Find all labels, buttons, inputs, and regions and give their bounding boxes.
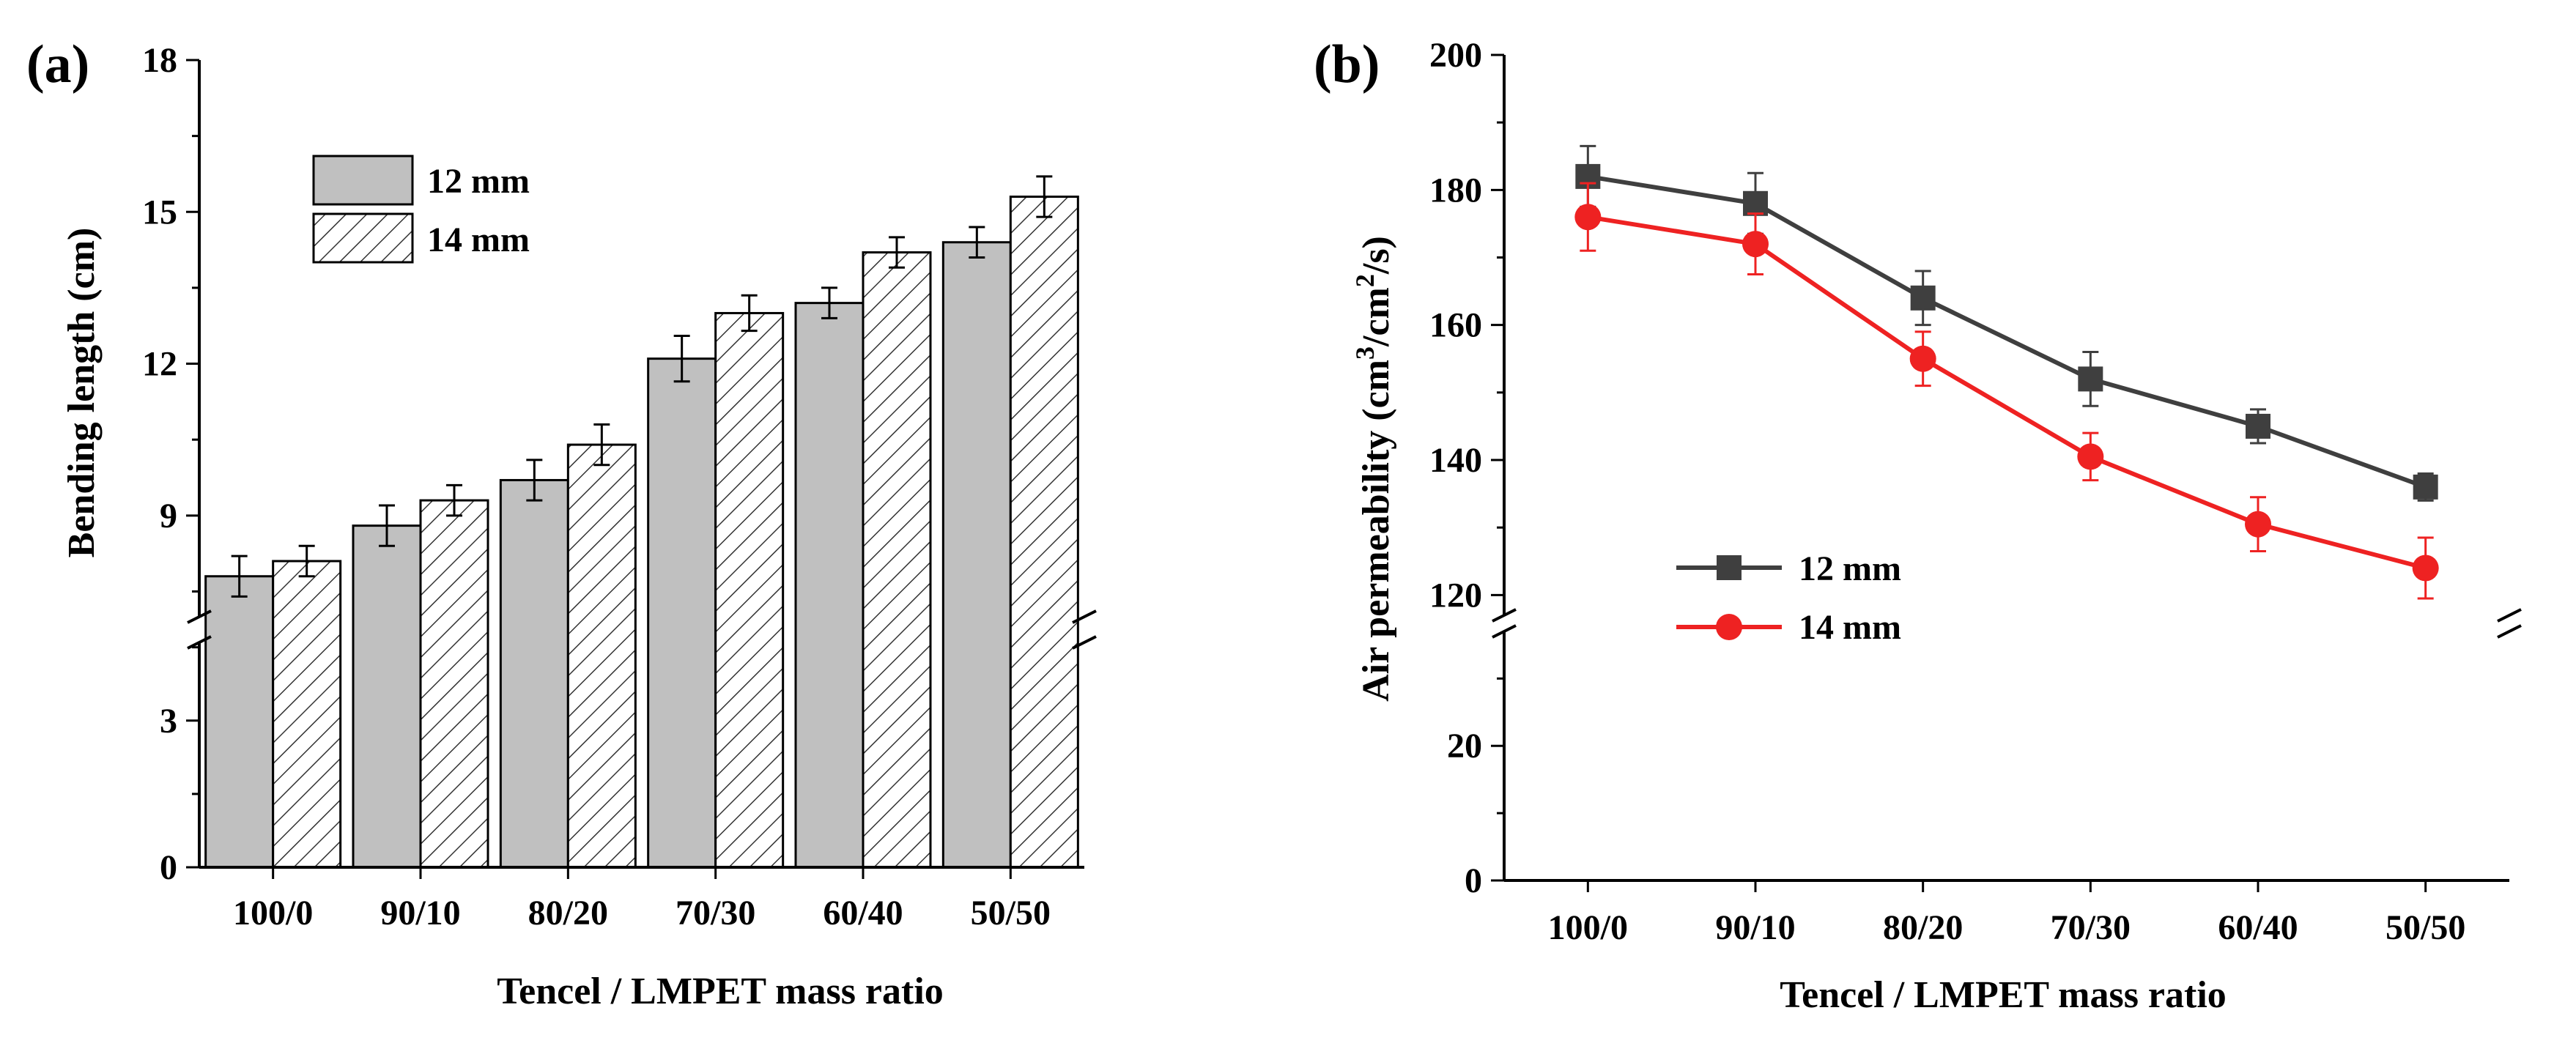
panel-a-bar-chart: (a) 100/0 90/10 80/20 70/30 60/40 50/50039121…	[26, 34, 1097, 1012]
series-line-12-mm	[1587, 174, 2427, 489]
point-14-mm-50-50	[2412, 554, 2439, 582]
y-tick-label-b-160: 160	[1429, 306, 1482, 345]
legend-label-14mm-bar: 14 mm	[427, 220, 530, 259]
point-12-mm-70-30	[2078, 366, 2103, 392]
x-tick-label-b-90-10: 90/10	[1715, 908, 1795, 947]
y-tick-label-b-120: 120	[1429, 576, 1482, 615]
y-tick-label-b-0: 0	[1465, 861, 1482, 900]
axis-break-b-right-bottom	[2497, 624, 2522, 639]
bar-12-mm-60-40	[794, 302, 865, 869]
legend-swatch-12mm-bar	[312, 155, 414, 206]
bar-12-mm-90-10	[352, 524, 422, 869]
panel-a-axes	[187, 60, 1097, 869]
legend-label-12mm-line: 12 mm	[1799, 549, 1901, 588]
panel-b-series	[1574, 144, 2439, 600]
legend-marker-square-12mm	[1717, 555, 1742, 580]
axis-break-b-left-top	[1492, 608, 1517, 623]
x-tick-label-a-100-0: 100/0	[233, 894, 313, 932]
point-14-mm-100-0	[1574, 204, 1602, 231]
y-tick-label-a-15: 15	[142, 193, 177, 231]
x-tick-label-b-100-0: 100/0	[1548, 908, 1628, 947]
point-12-mm-50-50	[2413, 474, 2438, 500]
axis-break-a-left-bottom	[187, 635, 212, 650]
panel-a-bars	[204, 175, 1079, 869]
bar-14-mm-80-20	[566, 443, 637, 869]
legend-label-12mm-bar: 12 mm	[427, 162, 530, 201]
y-tick-label-a-3: 3	[160, 702, 177, 741]
legend-label-14mm-line: 14 mm	[1799, 608, 1901, 647]
point-14-mm-90-10	[1742, 231, 1769, 258]
panel-b-x-axis-title: Tencel / LMPET mass ratio	[1780, 974, 2227, 1016]
x-tick-label-b-50-50: 50/50	[2386, 908, 2465, 947]
legend-swatch-14mm-bar	[312, 212, 414, 264]
x-tick-label-b-70-30: 70/30	[2051, 908, 2131, 947]
panel-a-y-axis-title: Bending length (cm)	[61, 228, 103, 558]
legend-marker-circle-14mm	[1716, 614, 1742, 640]
y-tick-label-b-200: 200	[1429, 36, 1482, 75]
panel-b-label: (b)	[1314, 34, 1380, 94]
panel-b-y-axis-title: Air permeability (cm3/cm2/s)	[1350, 236, 1397, 702]
x-tick-label-a-60-40: 60/40	[823, 894, 903, 932]
point-14-mm-60-40	[2245, 511, 2271, 538]
panel-b-line-chart: (b) 0 20 120 140 160 180 200 100/0 90/10 80/20 70/…	[1314, 34, 2522, 1016]
panel-b-axes	[1492, 55, 2522, 882]
x-tick-label-b-80-20: 80/20	[1883, 908, 1963, 947]
point-14-mm-70-30	[2077, 443, 2104, 470]
bar-14-mm-90-10	[419, 499, 489, 869]
y-tick-label-a-12: 12	[142, 345, 177, 384]
series-line-14-mm	[1587, 215, 2427, 571]
y-tick-label-b-140: 140	[1429, 441, 1482, 480]
point-14-mm-80-20	[1909, 345, 1936, 372]
axis-break-b-right-top	[2497, 608, 2522, 623]
axis-break-a-right-bottom	[1072, 635, 1097, 650]
bar-14-mm-50-50	[1009, 196, 1079, 869]
panel-a-x-axis-title: Tencel / LMPET mass ratio	[497, 971, 944, 1012]
panel-b-legend: 12 mm 14 mm	[1676, 549, 1901, 647]
axis-break-a-right-top	[1072, 609, 1097, 624]
bar-12-mm-50-50	[941, 241, 1012, 869]
bar-12-mm-80-20	[499, 478, 569, 869]
axis-break-a-left-top	[187, 609, 212, 624]
x-tick-label-a-70-30: 70/30	[676, 894, 755, 932]
panel-a-legend: 12 mm 14 mm	[312, 155, 530, 264]
y-tick-label-a-9: 9	[160, 497, 177, 535]
y-tick-label-b-180: 180	[1429, 171, 1482, 209]
x-tick-label-a-50-50: 50/50	[971, 894, 1051, 932]
point-12-mm-90-10	[1743, 190, 1768, 216]
bar-12-mm-70-30	[647, 357, 717, 869]
bar-12-mm-100-0	[204, 575, 275, 869]
point-12-mm-80-20	[1910, 285, 1936, 311]
x-tick-label-a-90-10: 90/10	[380, 894, 460, 932]
panel-a-label: (a)	[26, 34, 89, 94]
x-tick-label-b-60-40: 60/40	[2218, 908, 2298, 947]
axis-break-b-left-bottom	[1492, 624, 1517, 639]
y-tick-label-a-18: 18	[142, 41, 177, 80]
bar-14-mm-70-30	[714, 311, 785, 869]
panel-a-ticks: 100/0 90/10 80/20 70/30 60/40 50/50 0 3 9 12 15 18	[142, 41, 1051, 932]
x-tick-label-a-80-20: 80/20	[528, 894, 608, 932]
y-tick-label-a-0: 0	[160, 848, 177, 887]
panel-b-ticks: 0 20 120 140 160 180 200 100/0 90/10 80/20 70/30 60…	[1429, 36, 2465, 947]
y-tick-label-b-20: 20	[1447, 727, 1482, 765]
bar-14-mm-60-40	[862, 251, 932, 869]
point-12-mm-60-40	[2246, 413, 2270, 439]
bar-14-mm-100-0	[272, 560, 342, 869]
